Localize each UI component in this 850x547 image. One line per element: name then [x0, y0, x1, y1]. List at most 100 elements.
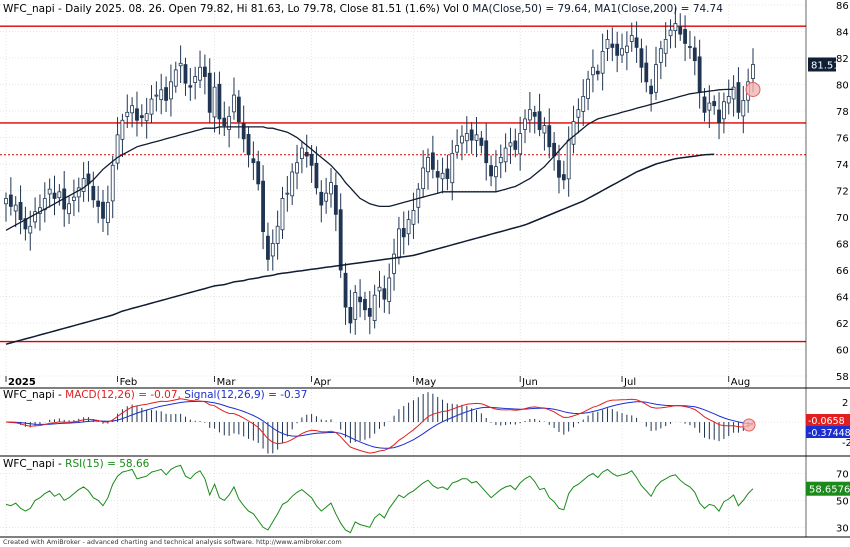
candle-up: [668, 29, 673, 37]
rsi-value: 58.6576: [809, 485, 850, 496]
candle-down: [401, 228, 406, 238]
candle-up: [232, 94, 236, 113]
rsi-value-tag: [806, 481, 850, 496]
rsi-axis-label: 30: [836, 523, 849, 534]
candle-down: [683, 29, 687, 44]
candle-up: [299, 147, 304, 160]
candle-down: [678, 26, 683, 35]
candle-up: [47, 188, 52, 195]
candle-up: [57, 191, 62, 199]
candle-up: [523, 118, 527, 130]
candle-down: [217, 83, 222, 120]
rsi-panel: 70 50 30 58.6576: [0, 464, 850, 534]
candle-up: [751, 64, 755, 79]
month-label: Feb: [120, 377, 138, 388]
candle-up: [377, 286, 382, 292]
candle-up: [581, 96, 586, 112]
price-axis-label: 72: [836, 187, 849, 198]
price-axis-label: 76: [836, 134, 849, 145]
candle-up: [663, 39, 668, 54]
price-axis-label: 78: [836, 107, 849, 118]
candle-up: [227, 115, 232, 130]
candle-down: [309, 153, 314, 166]
price-axis-label: 64: [836, 293, 849, 304]
candle-up: [566, 139, 571, 180]
candle-down: [139, 115, 144, 119]
candle-up: [600, 50, 605, 74]
candle-down: [8, 194, 13, 207]
rsi-title: WFC_napi - RSI(15) = 58.66: [3, 458, 150, 470]
signal-value-tag: [806, 426, 850, 438]
candle-up: [72, 196, 76, 201]
candle-up: [178, 62, 183, 67]
candle-down: [52, 192, 57, 199]
candle-up: [28, 225, 33, 234]
candle-up: [654, 64, 658, 93]
candle-down: [639, 48, 644, 68]
candle-down: [532, 111, 537, 117]
candle-down: [222, 117, 227, 126]
macd-value: -0.0658: [808, 416, 845, 427]
candle-up: [120, 119, 125, 140]
macd-axis-label: 2: [842, 398, 848, 409]
candle-up: [629, 35, 634, 42]
price-axis-label: 58: [836, 372, 849, 383]
rsi-axis-label: 50: [836, 496, 849, 507]
candle-down: [547, 125, 552, 148]
candle-down: [479, 137, 484, 146]
candle-down: [615, 43, 620, 56]
candle-up: [591, 66, 595, 76]
candle-down: [367, 308, 372, 317]
candle-down: [319, 191, 324, 206]
candle-up: [421, 167, 426, 190]
price-axis-label: 68: [836, 240, 849, 251]
candle-up: [81, 178, 86, 192]
month-label: 2025: [8, 377, 36, 388]
candle-up: [285, 192, 290, 195]
candle-down: [595, 70, 600, 75]
candle-up: [726, 96, 731, 104]
candle-down: [692, 47, 697, 62]
candle-down: [246, 134, 251, 156]
candle-down: [91, 185, 96, 201]
candle-up: [474, 134, 479, 141]
candle-down: [445, 168, 450, 179]
candle-down: [537, 111, 542, 130]
price-axis-label: 70: [836, 213, 849, 224]
candle-up: [450, 152, 455, 184]
candle-down: [236, 96, 241, 123]
candle-down: [183, 64, 188, 84]
candle-up: [212, 86, 217, 118]
month-label: Jul: [623, 377, 636, 388]
candle-up: [460, 135, 464, 144]
rsi-line: [5, 464, 754, 534]
price-axis-label: 82: [836, 54, 849, 65]
month-label: Mar: [217, 377, 237, 388]
candle-down: [164, 87, 168, 101]
candle-up: [455, 145, 460, 153]
candle-up: [353, 292, 358, 320]
candle-up: [290, 171, 295, 197]
candle-up: [275, 225, 280, 244]
month-label: May: [415, 377, 436, 388]
candle-up: [527, 109, 532, 121]
rsi-axis-label: 70: [836, 469, 849, 480]
footer-credit: Created with AmiBroker - advanced charti…: [3, 538, 342, 546]
candle-up: [67, 203, 71, 215]
candle-up: [198, 66, 202, 81]
candle-down: [251, 158, 256, 164]
candle-up: [115, 134, 120, 164]
price-axis-label: 84: [836, 28, 849, 39]
candle-up: [721, 101, 726, 120]
candle-down: [333, 185, 338, 215]
candle-up: [396, 228, 401, 259]
candle-up: [503, 147, 508, 163]
candle-down: [363, 298, 367, 311]
candle-up: [586, 78, 590, 99]
candle-down: [188, 85, 193, 88]
price-axis-label: 80: [836, 81, 849, 92]
ma50-line: [5, 88, 734, 231]
candle-up: [411, 209, 416, 225]
